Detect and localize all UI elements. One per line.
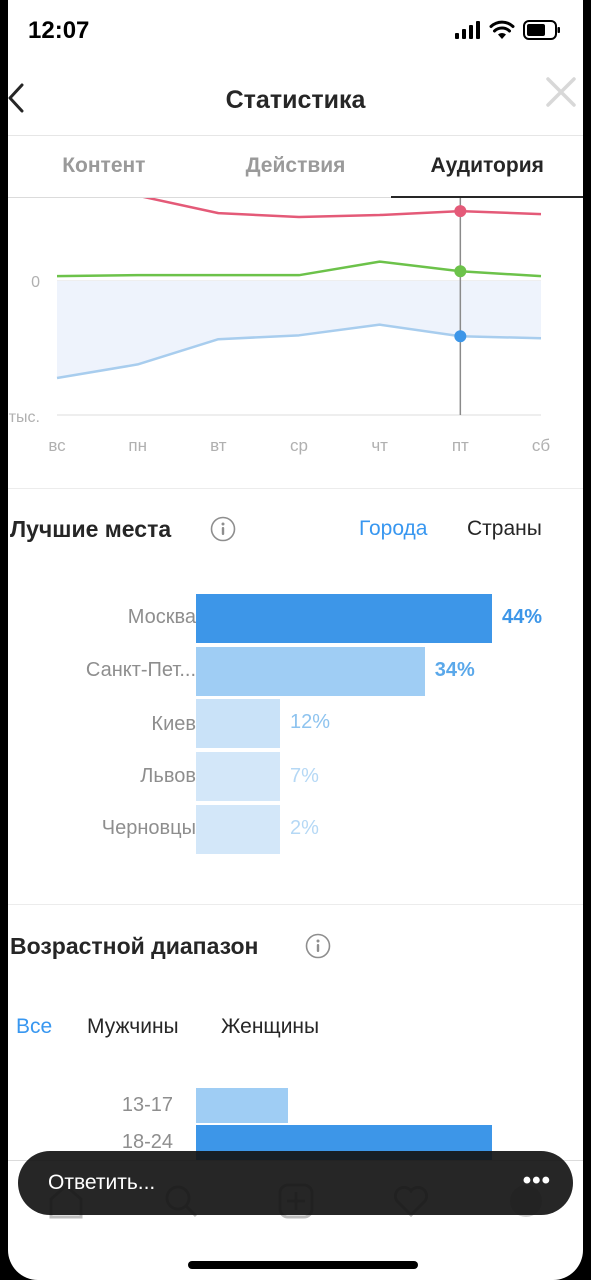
place-bar bbox=[196, 647, 425, 696]
status-time: 12:07 bbox=[28, 17, 90, 44]
x-tick-label: чт bbox=[371, 436, 388, 455]
y-tick-label: тыс. bbox=[9, 409, 40, 426]
tab-content[interactable]: Контент bbox=[62, 154, 146, 177]
signal-icon bbox=[455, 21, 480, 39]
status-icons bbox=[455, 20, 561, 40]
filter-countries[interactable]: Страны bbox=[467, 517, 542, 540]
screen: 12:07 Статистика bbox=[8, 0, 583, 1280]
highlight-point-0 bbox=[454, 205, 467, 218]
divider bbox=[8, 904, 583, 905]
chart-area bbox=[57, 281, 541, 378]
info-icon[interactable] bbox=[210, 516, 236, 542]
y-tick-label: 0 bbox=[31, 274, 40, 291]
tab-bar: Контент Действия Аудитория bbox=[8, 136, 583, 198]
place-bar bbox=[196, 752, 280, 801]
series-line-1 bbox=[56, 260, 542, 278]
age-bar bbox=[196, 1088, 288, 1123]
info-icon[interactable] bbox=[305, 933, 331, 959]
filter-women[interactable]: Женщины bbox=[221, 1015, 320, 1038]
reply-input[interactable]: Ответить... bbox=[48, 1171, 156, 1194]
divider bbox=[8, 488, 583, 489]
chart-canvas: 0 тыс. вс пн вт ср чт пт сб bbox=[9, 198, 551, 455]
x-tick-label: ср bbox=[290, 436, 308, 455]
page-title: Статистика bbox=[225, 86, 366, 114]
tab-audience[interactable]: Аудитория bbox=[391, 136, 583, 198]
filter-all[interactable]: Все bbox=[16, 1015, 53, 1038]
place-percent: 44% bbox=[502, 606, 543, 628]
place-percent: 12% bbox=[290, 711, 331, 733]
filter-cities[interactable]: Города bbox=[359, 517, 428, 540]
x-tick-label: вт bbox=[210, 436, 227, 455]
place-percent: 7% bbox=[290, 765, 319, 787]
close-icon[interactable] bbox=[543, 74, 579, 110]
back-arrow-icon[interactable] bbox=[8, 82, 32, 114]
battery-icon bbox=[523, 20, 560, 40]
tab-actions[interactable]: Действия bbox=[245, 154, 346, 177]
reply-bar[interactable]: Ответить... ••• bbox=[18, 1151, 573, 1215]
place-label: Львов bbox=[140, 765, 196, 787]
home-indicator bbox=[188, 1261, 418, 1269]
followers-chart: 0 тыс. вс пн вт ср чт пт сб bbox=[8, 198, 583, 488]
place-bar bbox=[196, 594, 492, 643]
place-percent: 34% bbox=[434, 659, 475, 681]
place-percent: 2% bbox=[290, 817, 319, 839]
header: Статистика bbox=[8, 60, 583, 136]
series-line-0 bbox=[142, 198, 542, 219]
more-options-icon[interactable]: ••• bbox=[522, 1167, 551, 1194]
x-tick-label: сб bbox=[532, 436, 551, 455]
places-title: Лучшие места bbox=[10, 516, 172, 542]
place-label: Москва bbox=[127, 606, 196, 628]
age-label: 13-17 bbox=[121, 1094, 173, 1116]
x-tick-label: пт bbox=[452, 436, 469, 455]
highlight-point-2 bbox=[454, 330, 467, 343]
x-tick-label: вс bbox=[48, 436, 66, 455]
filter-men[interactable]: Мужчины bbox=[87, 1015, 179, 1038]
wifi-icon bbox=[489, 20, 515, 39]
status-bar: 12:07 bbox=[8, 0, 583, 60]
place-label: Киев bbox=[151, 713, 196, 735]
age-label: 18-24 bbox=[121, 1131, 173, 1153]
x-tick-label: пн bbox=[128, 436, 147, 455]
place-bar bbox=[196, 699, 280, 748]
place-bar bbox=[196, 805, 280, 854]
age-title: Возрастной диапазон bbox=[10, 933, 259, 959]
place-label: Санкт-Пет... bbox=[85, 659, 196, 681]
place-label: Черновцы bbox=[101, 817, 196, 839]
highlight-point-1 bbox=[454, 265, 467, 278]
